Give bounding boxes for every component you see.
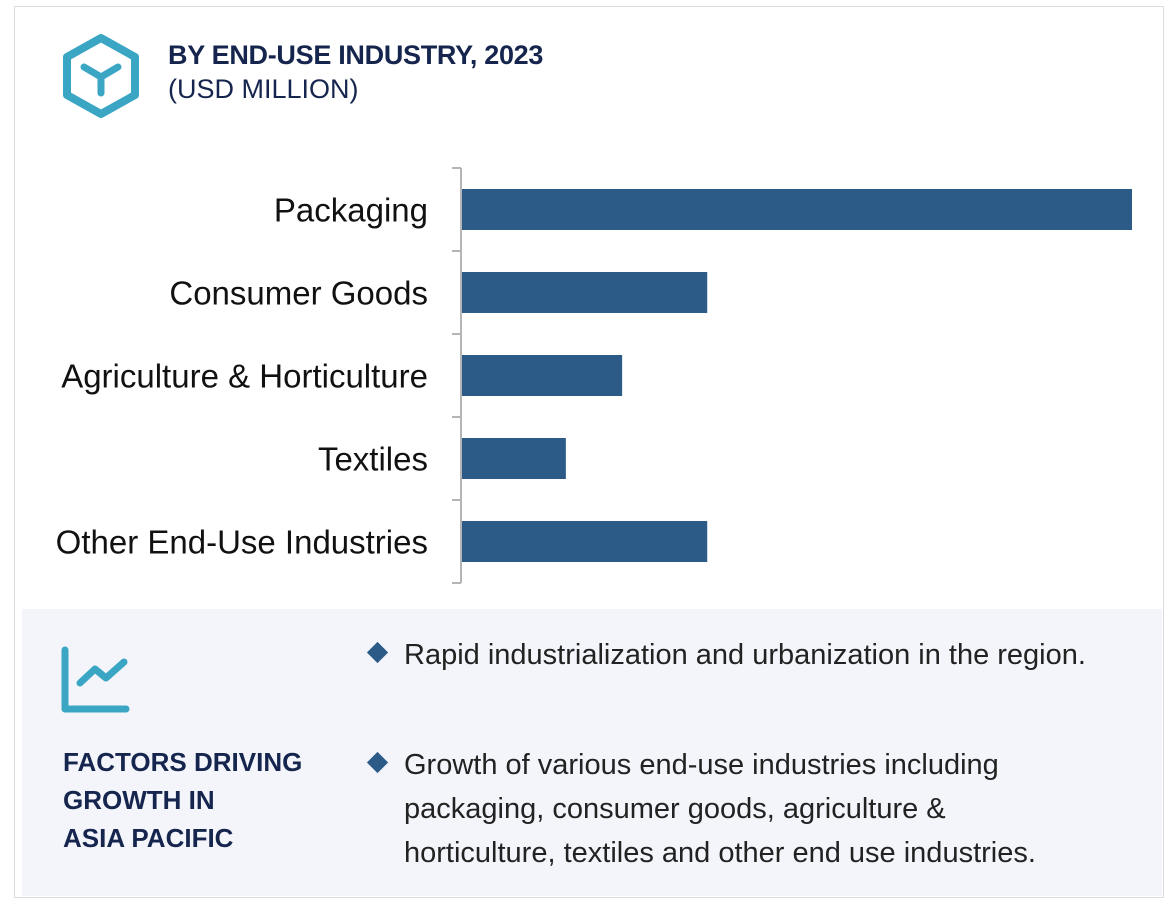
bullet-text: Rapid industrialization and urbanization…: [404, 639, 1086, 671]
bar: [462, 272, 708, 313]
line-chart-icon: [61, 646, 130, 713]
factors-heading-line: FACTORS DRIVING: [63, 747, 303, 777]
category-label: Agriculture & Horticulture: [61, 358, 428, 395]
bullet-item: Rapid industrialization and urbanization…: [366, 633, 1090, 677]
chart-subtitle: (USD MILLION): [168, 74, 359, 104]
factors-heading-line: ASIA PACIFIC: [63, 823, 234, 853]
chart-title: BY END-USE INDUSTRY, 2023: [168, 40, 544, 70]
category-label: Other End-Use Industries: [56, 524, 428, 561]
factors-heading-line: GROWTH IN: [63, 785, 215, 815]
bar: [462, 521, 708, 562]
bar: [462, 189, 1132, 230]
factors-panel: [22, 609, 1162, 896]
bullet-item: Growth of various end-use industries inc…: [366, 743, 1090, 875]
category-label: Packaging: [274, 192, 428, 229]
bar-chart: Packaging Consumer Goods Agriculture & Hor…: [56, 167, 1132, 584]
category-label: Consumer Goods: [169, 275, 428, 312]
bar: [462, 355, 623, 396]
hexagon-y-icon: [63, 34, 139, 118]
bullet-text: Growth of various end-use industries inc…: [404, 749, 1036, 869]
category-label: Textiles: [318, 441, 428, 478]
bar: [462, 438, 566, 479]
factors-heading: FACTORS DRIVING GROWTH IN ASIA PACIFIC: [63, 743, 343, 857]
